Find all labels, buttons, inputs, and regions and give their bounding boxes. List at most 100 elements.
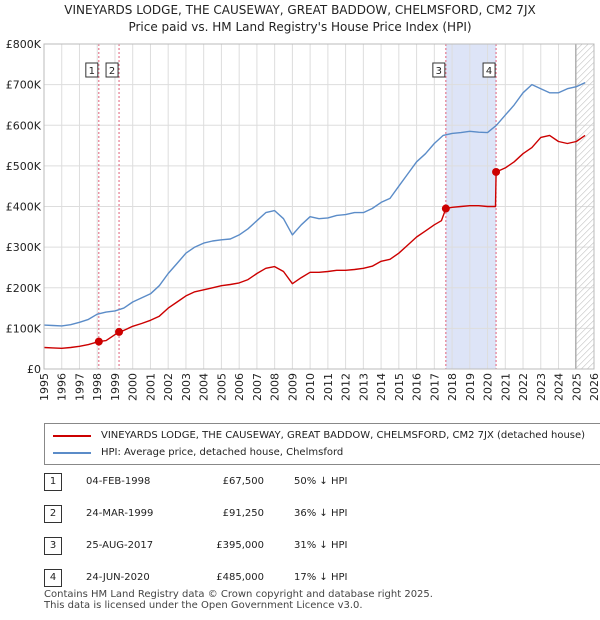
forecast-hatch [576,284,594,303]
sale-badge-box-4 [482,62,496,78]
forecast-hatch [576,44,577,45]
forecast-hatch [576,254,594,273]
forecast-hatch [576,146,594,165]
forecast-hatch [576,44,589,57]
forecast-hatch [576,44,583,51]
y-tick-label: £800K [6,38,42,51]
forecast-hatch [576,182,594,201]
x-tick-label: 2012 [340,373,353,401]
series-line-hpi [43,81,586,327]
forecast-hatch [576,230,594,249]
transaction-price: £395,000 [216,540,264,551]
forecast-marker [575,44,577,369]
transaction-date: 04-FEB-1998 [86,476,151,487]
x-tick-label: 2008 [269,373,282,401]
table-row: 1 04-FEB-1998 £67,500 50% ↓ HPI [44,472,444,492]
forecast-hatch [576,260,594,279]
sale-point-3 [441,204,450,213]
transaction-price: £67,500 [222,476,264,487]
x-tick-label: 2007 [251,373,264,401]
forecast-hatch [576,290,594,309]
forecast-hatch [576,278,594,297]
plot-border [43,43,595,370]
legend: VINEYARDS LODGE, THE CAUSEWAY, GREAT BAD… [44,423,600,465]
forecast-hatch [576,158,594,177]
forecast-hatch [576,164,594,183]
forecast-hatch [576,194,594,213]
sale-badge-box-1 [85,62,99,78]
forecast-hatch [576,134,594,153]
sale-point-4 [492,167,501,176]
y-tick-label: £700K [6,79,42,92]
transaction-price: £91,250 [222,508,264,519]
price-chart: 1 2 3 4 £0 £100K £200K £300K £400K £500K £600K £70… [6,38,600,401]
x-tick-label: 2009 [286,373,299,401]
transaction-date: 25-AUG-2017 [86,540,154,551]
forecast-hatch [586,362,594,369]
y-tick-label: £300K [6,241,42,254]
sale-badge-3: 3 [436,66,442,77]
transaction-hpi: 31% ↓ HPI [294,540,348,551]
forecast-hatch [576,266,594,285]
forecast-hatch [576,80,594,99]
x-tick-label: 2005 [215,373,228,401]
transaction-hpi: 17% ↓ HPI [294,572,348,583]
forecast-hatch [576,296,594,315]
forecast-hatch [576,140,594,159]
sale-badge-4: 4 [486,66,492,77]
forecast-hatch [576,224,594,243]
x-tick-label: 1997 [73,373,86,401]
forecast-hatch [576,110,594,129]
x-tick-label: 2026 [588,373,600,401]
forecast-hatch [576,152,594,171]
forecast-hatch [576,50,594,69]
forecast-hatch [576,56,594,75]
x-tick-label: 1996 [56,373,69,401]
forecast-hatch [576,332,594,351]
y-tick-label: £0 [27,363,41,376]
forecast-hatch [576,308,594,327]
transaction-number: 3 [44,537,62,555]
chart-title: VINEYARDS LODGE, THE CAUSEWAY, GREAT BAD… [0,2,600,36]
forecast-hatch [576,326,594,345]
chart-title-line2: Price paid vs. HM Land Registry's House … [128,20,472,34]
forecast-hatch [580,356,594,369]
forecast-hatch [576,176,594,195]
x-tick-label: 1998 [91,373,104,401]
footer-licence: This data is licensed under the Open Gov… [44,600,363,611]
transaction-number: 1 [44,473,62,491]
forecast-hatch [576,344,594,363]
y-tick-label: £500K [6,160,42,173]
forecast-hatch [576,98,594,117]
chart-title-line1: VINEYARDS LODGE, THE CAUSEWAY, GREAT BAD… [64,3,536,17]
x-tick-label: 2021 [499,373,512,401]
x-tick-label: 2002 [162,373,175,401]
x-tick-label: 2023 [535,373,548,401]
forecast-hatch [576,116,594,135]
transaction-date: 24-JUN-2020 [86,572,150,583]
transaction-price: £485,000 [216,572,264,583]
y-tick-label: £600K [6,119,42,132]
table-row: 4 24-JUN-2020 £485,000 17% ↓ HPI [44,568,444,588]
forecast-hatch [576,206,594,225]
legend-label-hpi: HPI: Average price, detached house, Chel… [101,447,344,458]
footer: Contains HM Land Registry data © Crown c… [44,589,433,611]
forecast-hatch [576,242,594,261]
sale-point-2 [115,327,124,336]
forecast-hatch [576,68,594,87]
forecast-hatch [576,314,594,333]
forecast-hatch [576,122,594,141]
series-line-price_paid [43,134,586,349]
x-tick-label: 2025 [570,373,583,401]
x-tick-label: 2011 [322,373,335,401]
x-tick-label: 2017 [428,373,441,401]
forecast-hatch [576,248,594,267]
forecast-hatch [576,44,594,63]
x-tick-label: 2000 [127,373,140,401]
table-row: 2 24-MAR-1999 £91,250 36% ↓ HPI [44,504,444,524]
transaction-hpi: 50% ↓ HPI [294,476,348,487]
x-tick-label: 1995 [38,373,51,401]
x-tick-label: 2016 [411,373,424,401]
y-tick-label: £100K [6,322,42,335]
legend-swatch-hpi [53,452,91,454]
